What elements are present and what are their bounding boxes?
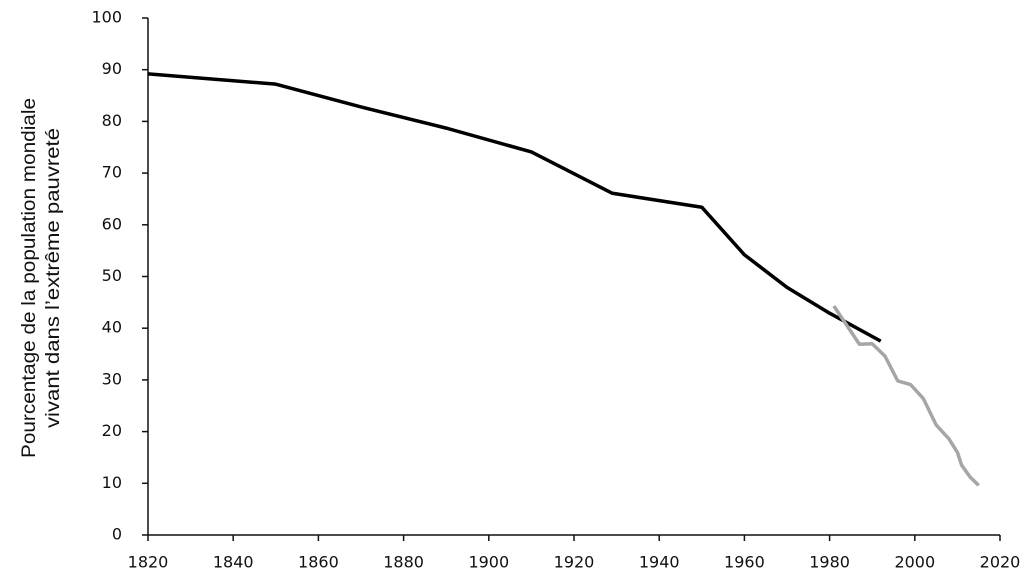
y-tick-label: 20 [102,421,122,440]
x-tick-label: 1980 [809,553,850,572]
x-tick-label: 1820 [128,553,169,572]
x-tick-label: 1960 [724,553,765,572]
y-axis-label: Pourcentage de la population mondiale vi… [19,98,64,458]
y-tick-label: 60 [102,214,122,233]
y-tick-label: 50 [102,266,122,285]
y-tick-label: 90 [102,59,122,78]
y-tick-label: 70 [102,163,122,182]
y-axis-label-line: vivant dans l’extrême pauvreté [43,128,64,428]
x-tick-label: 1860 [298,553,339,572]
line-series [147,72,882,343]
y-axis-label-line: Pourcentage de la population mondiale [19,98,40,458]
y-tick-label: 10 [102,473,122,492]
x-tick-label: 1840 [213,553,254,572]
x-tick-label: 1920 [554,553,595,572]
x-tick-label: 1940 [639,553,680,572]
line-series [832,304,980,487]
x-tick-label: 1900 [468,553,509,572]
x-tick-label: 1880 [383,553,424,572]
y-tick-label: 100 [91,8,122,27]
x-tick-label: 2000 [894,553,935,572]
y-tick-label: 30 [102,369,122,388]
y-tick-label: 80 [102,111,122,130]
y-tick-label: 0 [112,525,122,544]
y-tick-label: 40 [102,318,122,337]
x-tick-label: 2020 [980,553,1021,572]
